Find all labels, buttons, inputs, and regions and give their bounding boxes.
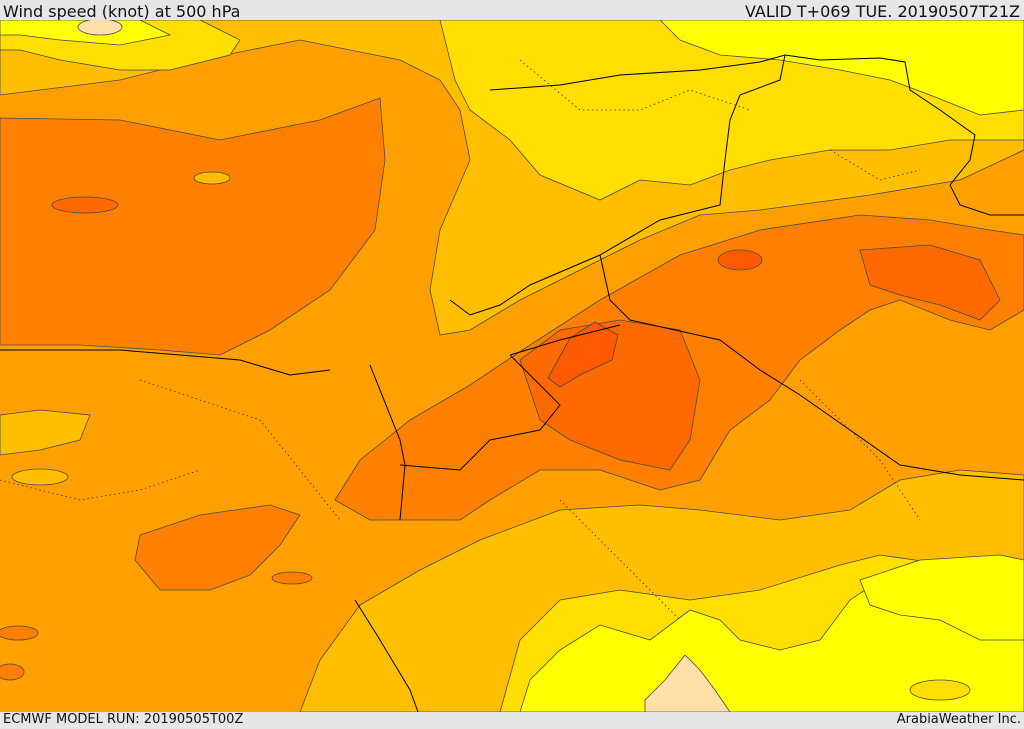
border-1 <box>489 54 1024 216</box>
spot-jet-w <box>51 196 119 214</box>
map-title: Wind speed (knot) at 500 hPa <box>3 2 241 21</box>
spot-sw-2 <box>0 663 25 681</box>
dots-3 <box>0 469 201 501</box>
spot-sinai <box>134 504 301 591</box>
credit-text: ArabiaWeather Inc. <box>896 712 1021 727</box>
model-run: ECMWF MODEL RUN: 20190505T00Z <box>3 712 244 727</box>
border-4 <box>509 324 621 356</box>
spot-jet-max <box>547 321 619 388</box>
province-lines <box>0 59 921 621</box>
border-3 <box>599 254 1024 481</box>
dots-2 <box>139 379 341 521</box>
border-8 <box>0 349 331 376</box>
dots-6 <box>829 149 921 181</box>
valid-time: VALID T+069 TUE. 20190507T21Z <box>744 2 1020 21</box>
spot-sinai-2 <box>271 571 313 585</box>
border-2 <box>449 54 786 316</box>
wind-speed-map <box>0 20 1024 712</box>
border-5 <box>399 354 561 471</box>
header-bar: Wind speed (knot) at 500 hPa VALID T+069… <box>0 0 1024 21</box>
border-7 <box>354 599 419 712</box>
spot-west-2 <box>11 468 69 486</box>
dots-4 <box>559 499 681 621</box>
spot-east-max <box>717 249 763 271</box>
spot-south-pale <box>644 654 731 712</box>
country-borders <box>0 54 1024 712</box>
band-north-bright <box>659 20 1024 116</box>
spot-cyprus-sea <box>193 171 231 185</box>
band-south-bright-2 <box>859 554 1024 641</box>
spot-sw-1 <box>0 625 39 641</box>
spot-east-core <box>859 244 1001 321</box>
band-west-yellow <box>0 409 91 456</box>
band-jet <box>0 97 386 356</box>
dots-5 <box>799 379 921 521</box>
border-6 <box>369 364 406 521</box>
footer-bar: ECMWF MODEL RUN: 20190505T00Z ArabiaWeat… <box>0 712 1024 729</box>
spot-south-gold-2 <box>909 679 971 701</box>
spot-nw <box>77 20 123 36</box>
